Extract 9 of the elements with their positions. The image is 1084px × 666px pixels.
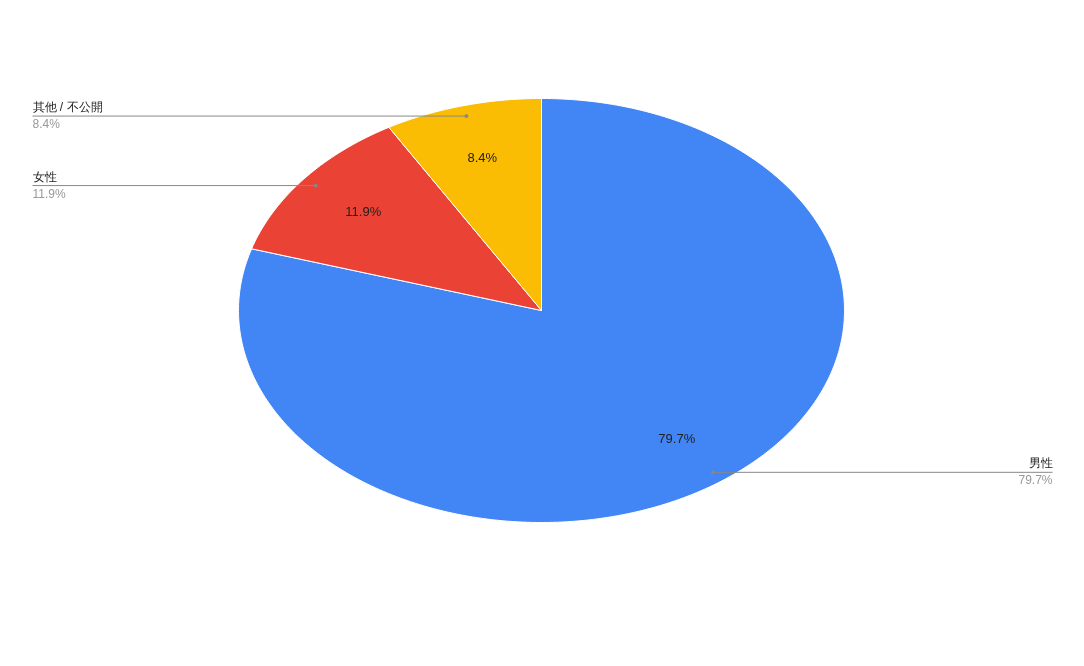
text: 79.7%	[1018, 473, 1053, 488]
text: 11.9%	[32, 186, 66, 201]
slice-label: 女性	[32, 169, 57, 184]
slice-label: 其他 / 不公開	[32, 100, 103, 115]
data-label: 8.4%	[467, 149, 498, 165]
data-label: 79.7%	[658, 430, 696, 446]
data-label: 11.9%	[345, 204, 382, 220]
slice-label: 男性	[1028, 456, 1053, 471]
text: 8.4%	[32, 117, 60, 132]
